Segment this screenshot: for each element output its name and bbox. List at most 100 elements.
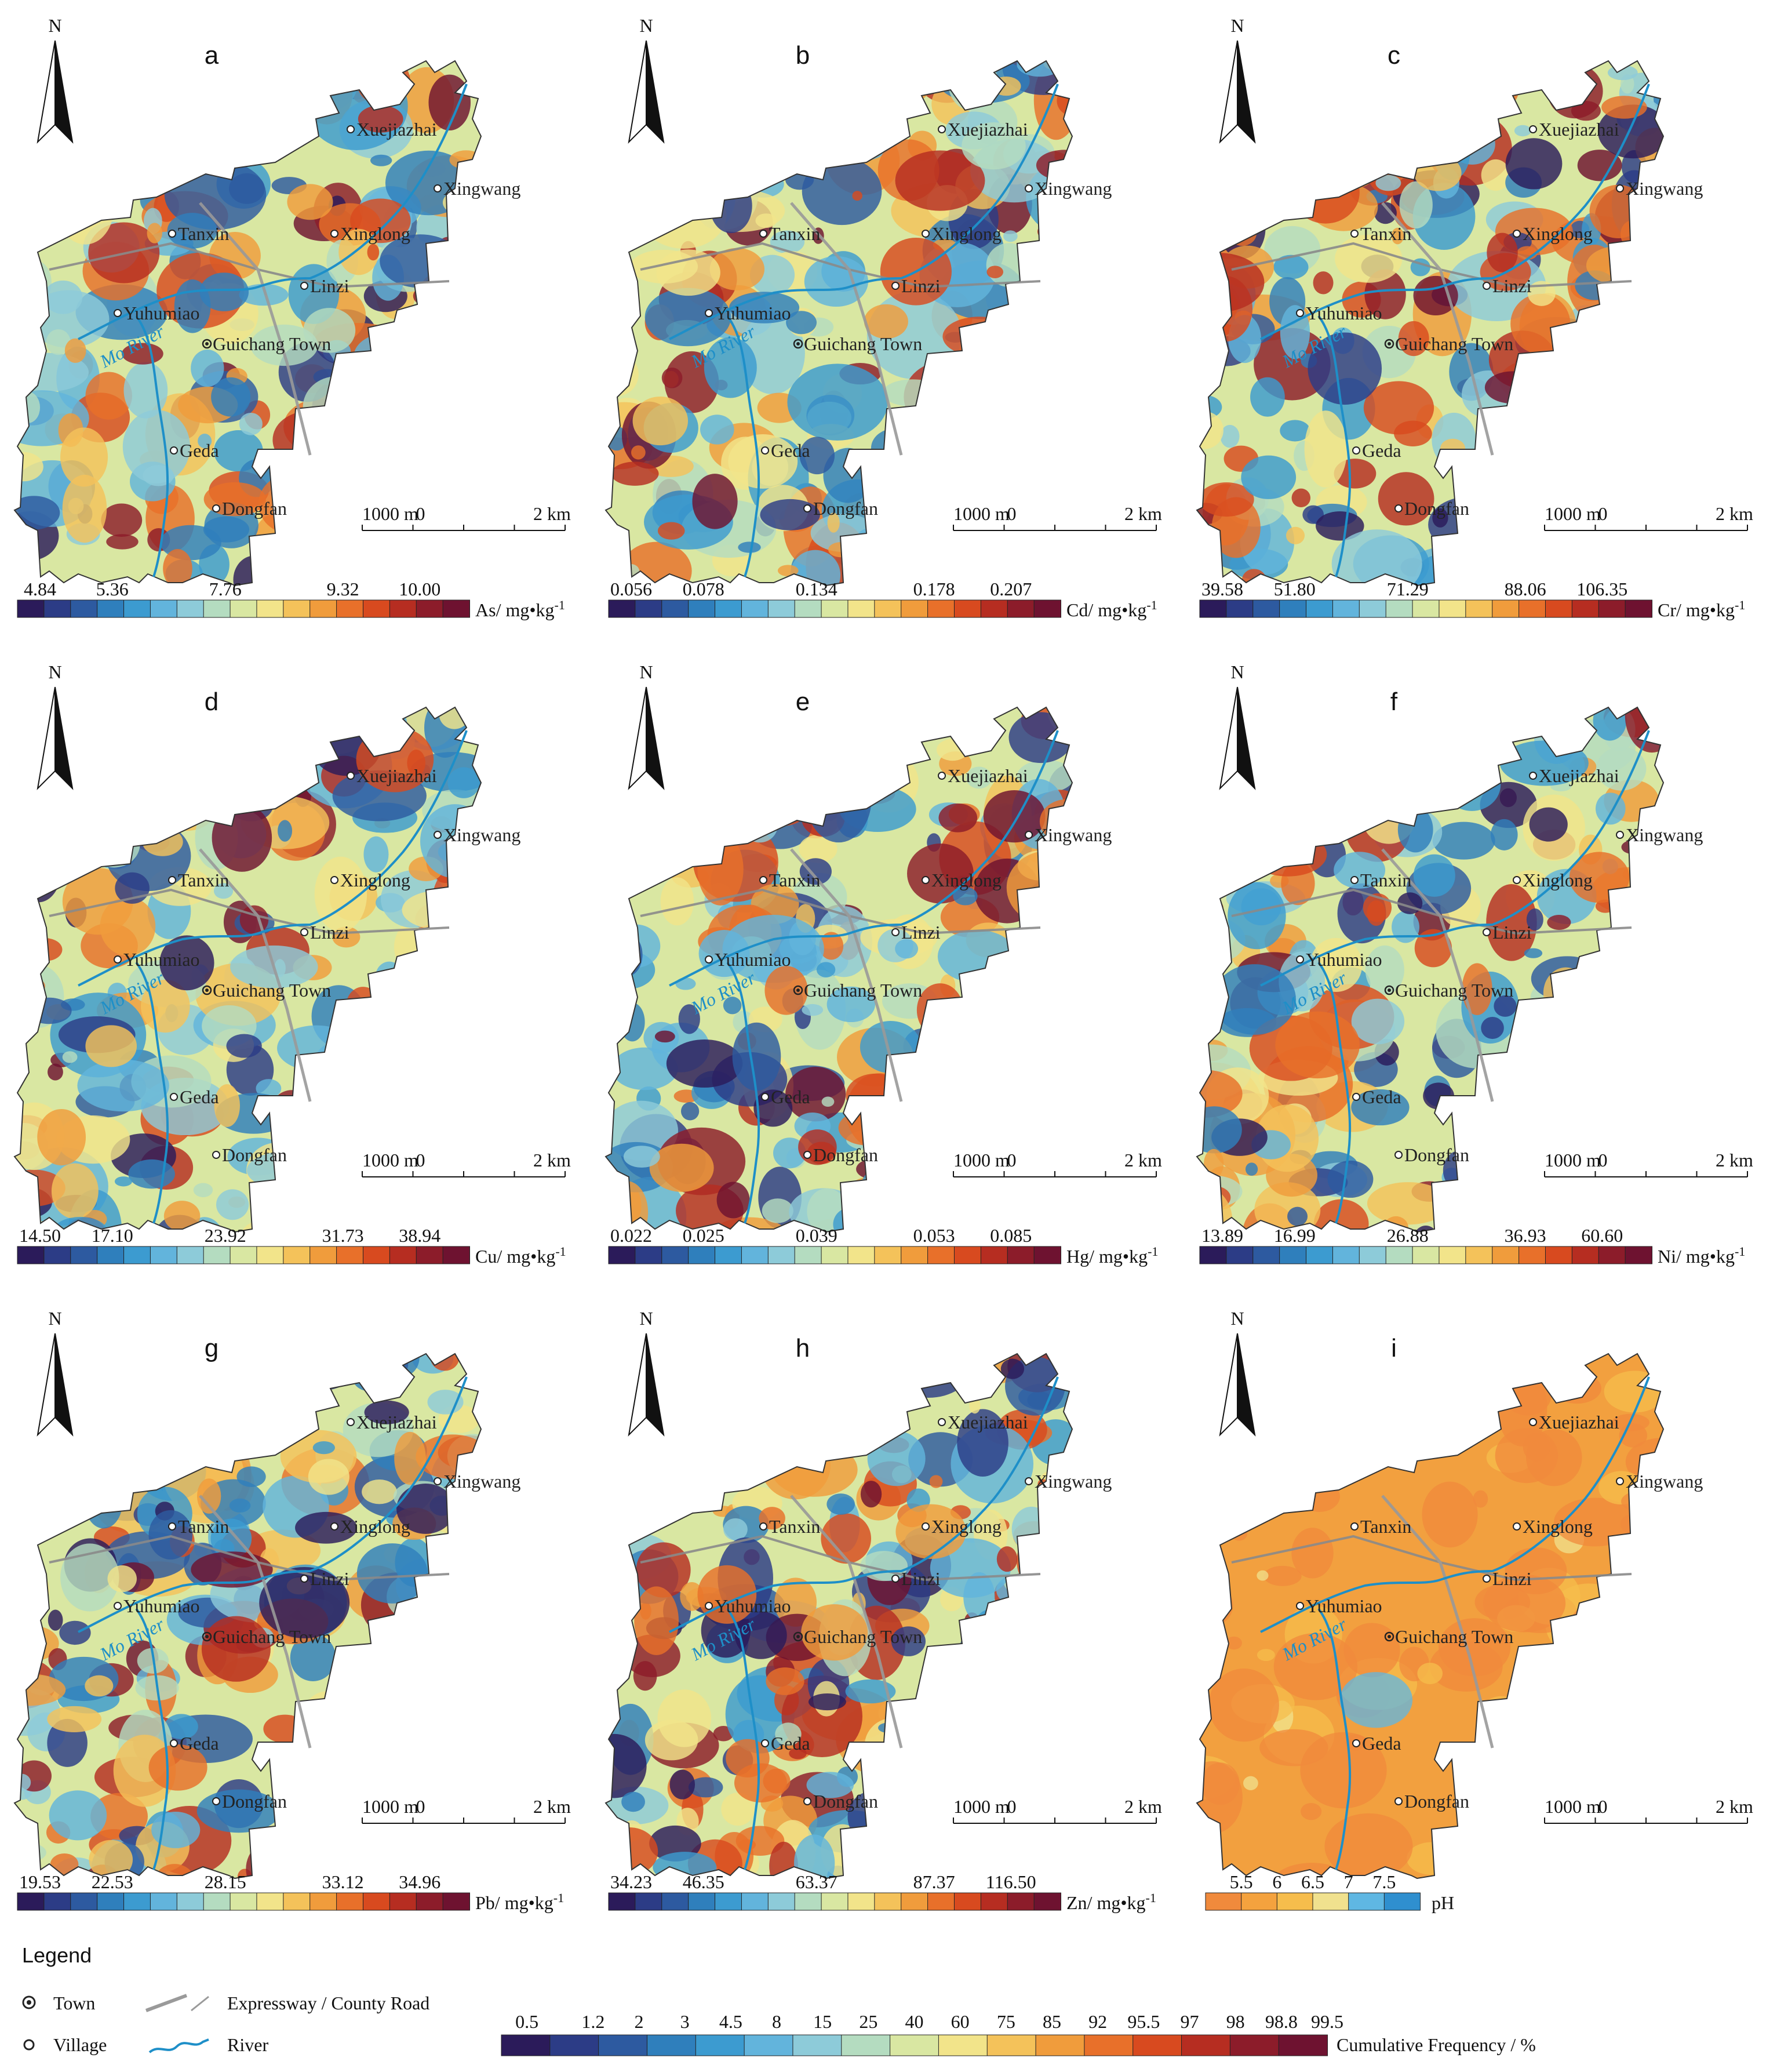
place-xingwang-h: Xingwang xyxy=(1035,1471,1112,1492)
north-arrow-icon-b: N xyxy=(628,15,665,144)
cum-freq-swatch-7 xyxy=(841,2034,891,2056)
cum-freq-tick-15: 98 xyxy=(1226,2011,1245,2032)
roads-a xyxy=(49,202,450,456)
town-marker-c xyxy=(1384,339,1394,349)
cum-freq-tick-11: 85 xyxy=(1043,2011,1061,2032)
river-upper-d xyxy=(78,730,468,987)
cum-freq-swatch-6 xyxy=(792,2034,842,2056)
scale-bar-i: 1000 m0 2 km xyxy=(1544,1796,1753,1824)
color-bar-tick-c-0: 39.58 xyxy=(1201,579,1243,599)
color-bar-tick-b-3: 0.178 xyxy=(913,579,955,599)
place-linzi-b: Linzi xyxy=(901,275,941,296)
cum-freq-tick-14: 97 xyxy=(1181,2011,1199,2032)
village-marker-b xyxy=(705,309,713,317)
village-marker-g xyxy=(114,1602,122,1610)
village-marker-c xyxy=(1296,309,1304,317)
scale-bar-d: 1000 m0 2 km xyxy=(362,1150,571,1177)
village-marker-a xyxy=(168,230,176,238)
north-arrow-icon-d: N xyxy=(37,661,74,790)
study-area-boundary-d xyxy=(13,706,482,1233)
place-xingwang-g: Xingwang xyxy=(443,1471,520,1492)
town-marker-a xyxy=(202,339,212,349)
village-marker-i xyxy=(1394,1797,1403,1805)
village-marker-g xyxy=(168,1522,176,1531)
place-xingwang-f: Xingwang xyxy=(1626,824,1703,845)
place-dongfan-e: Dongfan xyxy=(813,1144,878,1165)
color-bar-tick-g-0: 19.53 xyxy=(19,1871,61,1892)
panel-letter-g: g xyxy=(205,1334,219,1362)
svg-text:1000 m: 1000 m xyxy=(1545,1796,1601,1817)
place-xuejiazhai-h: Xuejiazhai xyxy=(948,1412,1028,1433)
town-marker-f xyxy=(1384,985,1394,995)
place-yuhumiao-i: Yuhumiao xyxy=(1306,1595,1382,1616)
color-bar-tick-i-4: 7.5 xyxy=(1372,1871,1396,1892)
village-marker-b xyxy=(922,230,930,238)
place-xinglong-e: Xinglong xyxy=(931,870,1002,890)
cum-freq-tick-13: 95.5 xyxy=(1127,2011,1160,2032)
study-area-boundary-e xyxy=(605,706,1073,1233)
village-marker-d xyxy=(114,955,122,964)
village-marker-h xyxy=(705,1602,713,1610)
svg-text:1000 m: 1000 m xyxy=(1545,1150,1601,1171)
place-xuejiazhai-e: Xuejiazhai xyxy=(948,765,1028,786)
scale-bar-e: 1000 m0 2 km xyxy=(953,1150,1162,1177)
river-lower-g xyxy=(135,1608,169,1870)
cum-freq-swatch-9 xyxy=(938,2034,988,2056)
village-marker-f xyxy=(1513,876,1521,884)
village-marker-i xyxy=(1529,1418,1537,1426)
cum-freq-swatch-15 xyxy=(1229,2034,1280,2056)
color-bar-tick-i-0: 5.5 xyxy=(1230,1871,1253,1892)
river-upper-b xyxy=(669,83,1059,340)
color-bar-unit-b: Cd/ mg•kg-1 xyxy=(1066,598,1157,620)
svg-text:N: N xyxy=(48,661,61,682)
village-marker-b xyxy=(761,446,769,455)
river-lower-d xyxy=(135,961,169,1224)
village-marker-b xyxy=(803,504,811,512)
svg-text:0: 0 xyxy=(416,503,425,524)
town-marker-i xyxy=(1384,1631,1394,1642)
village-marker-f xyxy=(1483,928,1491,936)
study-area-boundary-f xyxy=(1196,706,1665,1233)
color-bar-tick-d-4: 38.94 xyxy=(399,1225,440,1246)
color-bar-tick-d-2: 23.92 xyxy=(205,1225,246,1246)
svg-text:N: N xyxy=(48,1308,61,1329)
village-marker-a xyxy=(300,282,308,290)
village-marker-i xyxy=(1352,1739,1360,1747)
color-bar-tick-g-2: 28.15 xyxy=(205,1871,246,1892)
roads-g xyxy=(49,1495,450,1749)
color-bar-tick-a-1: 5.36 xyxy=(96,579,129,599)
legend: Legend Town Village Expressway / County … xyxy=(22,1943,1536,2056)
north-arrow-icon-g: N xyxy=(37,1308,74,1437)
legend-road-label: Expressway / County Road xyxy=(227,1993,429,2013)
color-bar-unit-f: Ni/ mg•kg-1 xyxy=(1658,1244,1745,1267)
color-bar-tick-i-3: 7 xyxy=(1344,1871,1353,1892)
place-guichang_town-d: Guichang Town xyxy=(213,980,331,1001)
village-marker-c xyxy=(1394,504,1403,512)
color-bar-tick-b-4: 0.207 xyxy=(990,579,1032,599)
svg-text:1000 m: 1000 m xyxy=(1545,503,1601,524)
legend-river-label: River xyxy=(227,2034,268,2055)
place-linzi-d: Linzi xyxy=(310,922,349,943)
legend-town-label: Town xyxy=(53,1993,95,2013)
place-xingwang-d: Xingwang xyxy=(443,824,520,845)
place-xingwang-i: Xingwang xyxy=(1626,1471,1703,1492)
scale-bar-f: 1000 m0 2 km xyxy=(1544,1150,1753,1177)
village-marker-h xyxy=(759,1522,767,1531)
panel-letter-h: h xyxy=(796,1334,810,1362)
place-xingwang-b: Xingwang xyxy=(1035,178,1112,199)
svg-text:N: N xyxy=(639,661,653,682)
svg-text:1000 m: 1000 m xyxy=(953,1150,1010,1171)
place-xinglong-i: Xinglong xyxy=(1523,1516,1593,1537)
study-area-boundary-h xyxy=(605,1353,1073,1880)
place-tanxin-i: Tanxin xyxy=(1360,1516,1411,1537)
scale-bar-a: 1000 m0 2 km xyxy=(362,503,571,531)
river-upper-c xyxy=(1260,83,1650,340)
color-bar-tick-a-0: 4.84 xyxy=(24,579,56,599)
village-marker-i xyxy=(1350,1522,1359,1531)
village-marker-i xyxy=(1513,1522,1521,1531)
cum-freq-tick-6: 15 xyxy=(813,2011,832,2032)
